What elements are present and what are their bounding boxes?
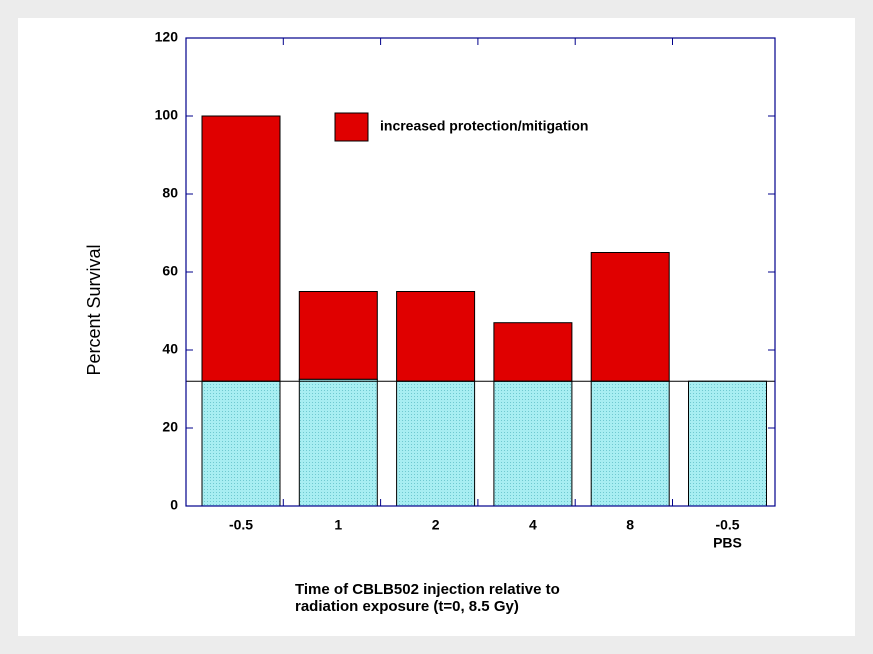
y-tick-label: 40 <box>162 341 178 357</box>
x-tick-label: 1 <box>334 517 342 533</box>
bar <box>298 291 378 380</box>
bar <box>590 252 670 382</box>
x-axis-title: Time of CBLB502 injection relative to <box>295 581 560 598</box>
y-tick-label: 0 <box>170 497 178 513</box>
bar <box>590 380 670 507</box>
x-axis-title: radiation exposure (t=0, 8.5 Gy) <box>295 598 519 615</box>
bar <box>396 291 476 382</box>
y-tick-label: 20 <box>162 419 178 435</box>
x-tick-label: -0.5 <box>229 517 253 533</box>
x-tick-label: 4 <box>529 517 537 533</box>
legend-swatch <box>334 112 369 142</box>
bar <box>298 378 378 507</box>
x-tick-label: 8 <box>626 517 634 533</box>
y-tick-label: 80 <box>162 185 178 201</box>
bar <box>493 380 573 507</box>
bar <box>201 380 281 507</box>
y-axis-title: Percent Survival <box>84 244 104 375</box>
bar <box>396 380 476 507</box>
y-tick-label: 120 <box>155 29 179 45</box>
y-tick-label: 100 <box>155 107 179 123</box>
bar <box>688 380 767 507</box>
plot-frame <box>185 37 776 507</box>
y-tick-label: 60 <box>162 263 178 279</box>
bar <box>201 115 281 382</box>
x-tick-note: PBS <box>713 535 742 551</box>
bar <box>493 322 573 382</box>
x-tick-label: 2 <box>432 517 440 533</box>
x-tick-label: -0.5 <box>715 517 739 533</box>
legend-label: increased protection/mitigation <box>380 118 588 134</box>
